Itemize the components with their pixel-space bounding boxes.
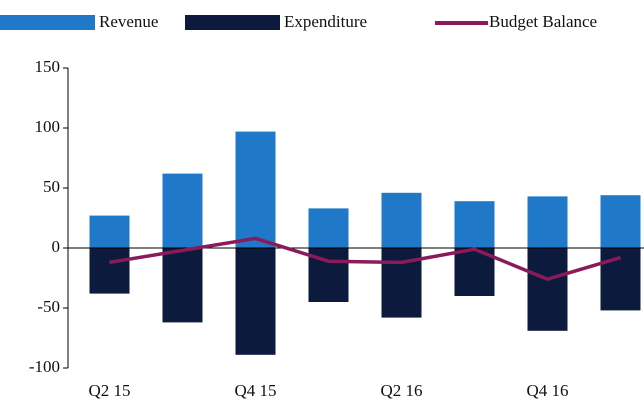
bar bbox=[527, 196, 568, 248]
x-tick-label: Q4 15 bbox=[234, 381, 276, 400]
bar bbox=[162, 248, 203, 323]
bar bbox=[162, 173, 203, 248]
bar bbox=[235, 131, 276, 248]
y-tick-label: -100 bbox=[29, 357, 60, 376]
bar bbox=[600, 248, 641, 311]
legend-label: Expenditure bbox=[284, 12, 367, 31]
line bbox=[109, 236, 621, 281]
y-tick-label: 100 bbox=[35, 117, 61, 136]
legend-label: Budget Balance bbox=[489, 12, 597, 31]
bar bbox=[89, 248, 130, 294]
legend-swatch bbox=[0, 15, 95, 30]
bar bbox=[235, 248, 276, 355]
y-tick-label: 150 bbox=[35, 57, 61, 76]
y-tick-label: 0 bbox=[52, 237, 61, 256]
legend-label: Revenue bbox=[99, 12, 158, 31]
y-tick-label: -50 bbox=[37, 297, 60, 316]
bar bbox=[308, 208, 349, 248]
bar bbox=[454, 201, 495, 248]
legend-swatch bbox=[185, 15, 280, 30]
y-tick-label: 50 bbox=[43, 177, 60, 196]
x-tick-label: Q4 16 bbox=[526, 381, 568, 400]
bar bbox=[600, 195, 641, 248]
bar bbox=[381, 192, 422, 248]
bar bbox=[527, 248, 568, 331]
x-tick-label: Q2 15 bbox=[88, 381, 130, 400]
x-tick-label: Q2 16 bbox=[380, 381, 422, 400]
bar bbox=[89, 215, 130, 248]
